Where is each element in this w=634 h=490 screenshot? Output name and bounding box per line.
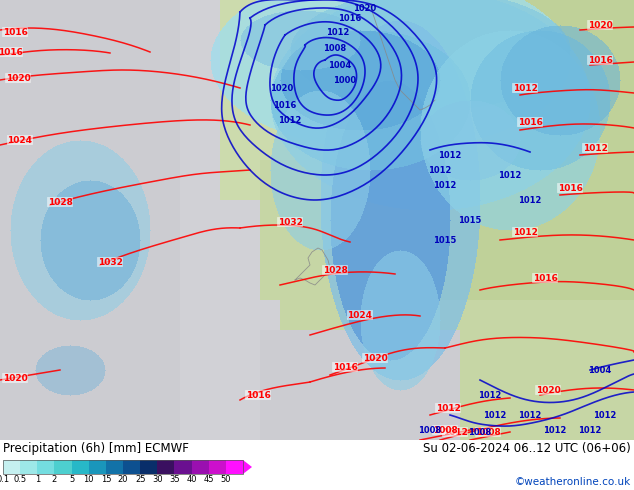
Text: 1000: 1000 bbox=[333, 75, 356, 84]
Text: 0.1: 0.1 bbox=[0, 475, 10, 484]
Text: 25: 25 bbox=[135, 475, 145, 484]
Text: 1012: 1012 bbox=[429, 166, 451, 174]
Bar bbox=[123, 460, 140, 474]
Text: 1008: 1008 bbox=[476, 427, 500, 437]
Text: 1016: 1016 bbox=[333, 363, 358, 371]
Text: 1008: 1008 bbox=[469, 427, 491, 437]
Text: 1012: 1012 bbox=[543, 425, 567, 435]
Text: 1024: 1024 bbox=[347, 311, 373, 319]
Text: 1012: 1012 bbox=[327, 27, 350, 36]
Text: 1012: 1012 bbox=[512, 83, 538, 93]
Bar bbox=[106, 460, 123, 474]
Text: 1016: 1016 bbox=[245, 391, 271, 399]
Text: 1020: 1020 bbox=[6, 74, 30, 82]
Text: 1012: 1012 bbox=[433, 180, 456, 190]
Bar bbox=[140, 460, 157, 474]
Text: 50: 50 bbox=[221, 475, 231, 484]
Text: 5: 5 bbox=[69, 475, 74, 484]
Bar bbox=[55, 460, 72, 474]
Text: 1015: 1015 bbox=[458, 216, 482, 224]
Text: 1020: 1020 bbox=[363, 353, 387, 363]
Bar bbox=[37, 460, 55, 474]
Text: 1012: 1012 bbox=[436, 403, 460, 413]
Bar bbox=[89, 460, 106, 474]
Text: Su 02-06-2024 06..12 UTC (06+06): Su 02-06-2024 06..12 UTC (06+06) bbox=[424, 442, 631, 455]
Text: 1008: 1008 bbox=[418, 425, 441, 435]
Text: 1008: 1008 bbox=[432, 425, 457, 435]
Text: 1008: 1008 bbox=[323, 44, 347, 52]
Text: 40: 40 bbox=[186, 475, 197, 484]
Text: 20: 20 bbox=[118, 475, 128, 484]
Text: 1016: 1016 bbox=[517, 118, 543, 126]
Text: 30: 30 bbox=[152, 475, 162, 484]
Text: 1012: 1012 bbox=[583, 144, 607, 152]
Text: Precipitation (6h) [mm] ECMWF: Precipitation (6h) [mm] ECMWF bbox=[3, 442, 189, 455]
Text: 35: 35 bbox=[169, 475, 180, 484]
Bar bbox=[20, 460, 37, 474]
Text: 45: 45 bbox=[204, 475, 214, 484]
Bar bbox=[3, 460, 20, 474]
Text: 1016: 1016 bbox=[339, 14, 361, 23]
Text: 1016: 1016 bbox=[273, 100, 297, 109]
Bar bbox=[3, 460, 243, 474]
Text: 10: 10 bbox=[84, 475, 94, 484]
Text: 1012: 1012 bbox=[483, 411, 507, 419]
Text: 1020: 1020 bbox=[270, 83, 294, 93]
Text: 1012: 1012 bbox=[512, 227, 538, 237]
Text: 1020: 1020 bbox=[353, 3, 377, 13]
Text: 1032: 1032 bbox=[278, 218, 302, 226]
Text: 1012: 1012 bbox=[519, 196, 541, 204]
Text: 1020: 1020 bbox=[536, 386, 560, 394]
Bar bbox=[157, 460, 174, 474]
Text: 1012: 1012 bbox=[593, 411, 617, 419]
Text: 1012: 1012 bbox=[443, 427, 467, 437]
Text: 1012: 1012 bbox=[478, 391, 501, 399]
Bar bbox=[209, 460, 226, 474]
Text: 1016: 1016 bbox=[3, 27, 27, 36]
Bar bbox=[174, 460, 191, 474]
Text: 0.5: 0.5 bbox=[13, 475, 27, 484]
Bar bbox=[72, 460, 89, 474]
Text: 1012: 1012 bbox=[519, 411, 541, 419]
Text: 2: 2 bbox=[52, 475, 57, 484]
Text: 1028: 1028 bbox=[48, 197, 72, 206]
Text: 1016: 1016 bbox=[557, 183, 583, 193]
Text: 1028: 1028 bbox=[323, 266, 347, 274]
Text: 1012: 1012 bbox=[498, 171, 522, 179]
Text: 1012: 1012 bbox=[438, 150, 462, 160]
Text: 1: 1 bbox=[35, 475, 40, 484]
Text: 1016: 1016 bbox=[588, 55, 612, 65]
Text: 1016: 1016 bbox=[0, 48, 22, 56]
Bar bbox=[191, 460, 209, 474]
Text: 1020: 1020 bbox=[588, 21, 612, 29]
Bar bbox=[226, 460, 243, 474]
Text: 1004: 1004 bbox=[588, 366, 612, 374]
Text: 15: 15 bbox=[101, 475, 111, 484]
Text: ©weatheronline.co.uk: ©weatheronline.co.uk bbox=[515, 477, 631, 487]
Text: 1012: 1012 bbox=[578, 425, 602, 435]
Polygon shape bbox=[243, 460, 252, 474]
Text: 1020: 1020 bbox=[3, 373, 27, 383]
Text: 1032: 1032 bbox=[98, 258, 122, 267]
Text: 1012: 1012 bbox=[278, 116, 302, 124]
Text: 1015: 1015 bbox=[433, 236, 456, 245]
Text: 1016: 1016 bbox=[533, 273, 557, 283]
Text: 1024: 1024 bbox=[8, 136, 32, 145]
Text: 1004: 1004 bbox=[328, 60, 352, 70]
